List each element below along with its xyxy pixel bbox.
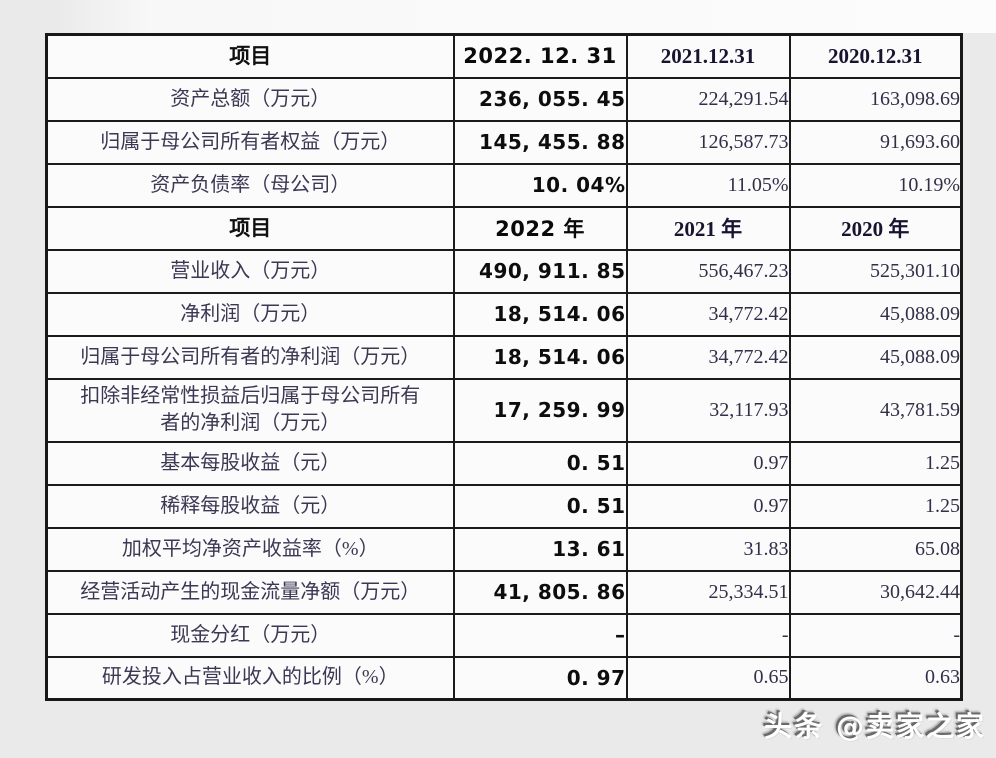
value-2022: 18, 514. 06: [452, 334, 628, 380]
value-2020: 525,301.10: [788, 248, 963, 294]
value-2020: 0.63: [788, 655, 963, 701]
row-label: 经营活动产生的现金流量净额（万元）: [45, 569, 455, 615]
table-row-rd-revenue-ratio: 研发投入占营业收入的比例（%） 0. 97 0.65 0.63: [45, 655, 963, 701]
row-label: 营业收入（万元）: [45, 248, 455, 294]
row-label: 净利润（万元）: [45, 291, 455, 337]
table-row-net-profit: 净利润（万元） 18, 514. 06 34,772.42 45,088.09: [45, 291, 963, 337]
value-2020: 45,088.09: [788, 291, 963, 337]
row-label: 研发投入占营业收入的比例（%）: [45, 655, 455, 701]
header-year-2022: 2022 年: [452, 205, 628, 251]
value-2022: 0. 51: [452, 440, 628, 486]
table-row-weighted-avg-roe: 加权平均净资产收益率（%） 13. 61 31.83 65.08: [45, 526, 963, 572]
value-2020: 1.25: [788, 483, 963, 529]
value-2020: 65.08: [788, 526, 963, 572]
row-label: 资产总额（万元）: [45, 76, 455, 122]
value-2022: –: [452, 612, 628, 658]
table-row-debt-ratio: 资产负债率（母公司） 10. 04% 11.05% 10.19%: [45, 162, 963, 208]
value-2022: 18, 514. 06: [452, 291, 628, 337]
row-label: 归属于母公司所有者的净利润（万元）: [45, 334, 455, 380]
value-2021: 34,772.42: [625, 334, 791, 380]
header-item-label: 项目: [45, 205, 455, 251]
table-header-row-income-statement: 项目 2022 年 2021 年 2020 年: [45, 205, 963, 251]
table-header-row-balance-sheet: 项目 2022. 12. 31 2021.12.31 2020.12.31: [45, 33, 963, 79]
watermark: 头条 @卖家之家: [764, 705, 986, 745]
value-2021: 25,334.51: [625, 569, 791, 615]
value-2021: 556,467.23: [625, 248, 791, 294]
value-2020: 91,693.60: [788, 119, 963, 165]
value-2021: 0.65: [625, 655, 791, 701]
value-2020: 1.25: [788, 440, 963, 486]
value-2022: 10. 04%: [452, 162, 628, 208]
table-row-diluted-eps: 稀释每股收益（元） 0. 51 0.97 1.25: [45, 483, 963, 529]
value-2022: 41, 805. 86: [452, 569, 628, 615]
table-row-net-profit-parent: 归属于母公司所有者的净利润（万元） 18, 514. 06 34,772.42 …: [45, 334, 963, 380]
watermark-text: 头条 @卖家之家: [764, 710, 986, 743]
row-label: 基本每股收益（元）: [45, 440, 455, 486]
table-row-operating-cash-flow: 经营活动产生的现金流量净额（万元） 41, 805. 86 25,334.51 …: [45, 569, 963, 615]
table-row-net-profit-excl-nonrecurring: 扣除非经常性损益后归属于母公司所有 者的净利润（万元） 17, 259. 99 …: [45, 377, 963, 443]
header-year-2020: 2020 年: [788, 205, 963, 251]
header-date-2020: 2020.12.31: [788, 33, 963, 79]
value-2020: 30,642.44: [788, 569, 963, 615]
value-2021: 32,117.93: [625, 377, 791, 443]
row-label: 归属于母公司所有者权益（万元）: [45, 119, 455, 165]
row-label: 稀释每股收益（元）: [45, 483, 455, 529]
value-2020: 43,781.59: [788, 377, 963, 443]
value-2020: 45,088.09: [788, 334, 963, 380]
row-label: 加权平均净资产收益率（%）: [45, 526, 455, 572]
financial-summary-table: 项目 2022. 12. 31 2021.12.31 2020.12.31 资产…: [45, 33, 963, 701]
value-2022: 490, 911. 85: [452, 248, 628, 294]
table-row-total-assets: 资产总额（万元） 236, 055. 45 224,291.54 163,098…: [45, 76, 963, 122]
value-2021: 11.05%: [625, 162, 791, 208]
header-year-2021: 2021 年: [625, 205, 791, 251]
value-2020: -: [788, 612, 963, 658]
value-2020: 163,098.69: [788, 76, 963, 122]
table-row-basic-eps: 基本每股收益（元） 0. 51 0.97 1.25: [45, 440, 963, 486]
value-2022: 13. 61: [452, 526, 628, 572]
value-2022: 17, 259. 99: [452, 377, 628, 443]
value-2020: 10.19%: [788, 162, 963, 208]
value-2022: 236, 055. 45: [452, 76, 628, 122]
row-label: 扣除非经常性损益后归属于母公司所有 者的净利润（万元）: [45, 377, 455, 443]
row-label: 资产负债率（母公司）: [45, 162, 455, 208]
table-row-parent-equity: 归属于母公司所有者权益（万元） 145, 455. 88 126,587.73 …: [45, 119, 963, 165]
value-2021: 0.97: [625, 440, 791, 486]
header-date-2021: 2021.12.31: [625, 33, 791, 79]
header-item-label: 项目: [45, 33, 455, 79]
value-2021: 224,291.54: [625, 76, 791, 122]
value-2022: 0. 51: [452, 483, 628, 529]
table-row-cash-dividend: 现金分红（万元） – - -: [45, 612, 963, 658]
scan-white-margin: [0, 0, 996, 33]
header-date-2022: 2022. 12. 31: [452, 33, 628, 79]
value-2021: -: [625, 612, 791, 658]
table-row-operating-revenue: 营业收入（万元） 490, 911. 85 556,467.23 525,301…: [45, 248, 963, 294]
value-2021: 34,772.42: [625, 291, 791, 337]
value-2021: 31.83: [625, 526, 791, 572]
value-2021: 0.97: [625, 483, 791, 529]
row-label: 现金分红（万元）: [45, 612, 455, 658]
value-2021: 126,587.73: [625, 119, 791, 165]
value-2022: 145, 455. 88: [452, 119, 628, 165]
value-2022: 0. 97: [452, 655, 628, 701]
